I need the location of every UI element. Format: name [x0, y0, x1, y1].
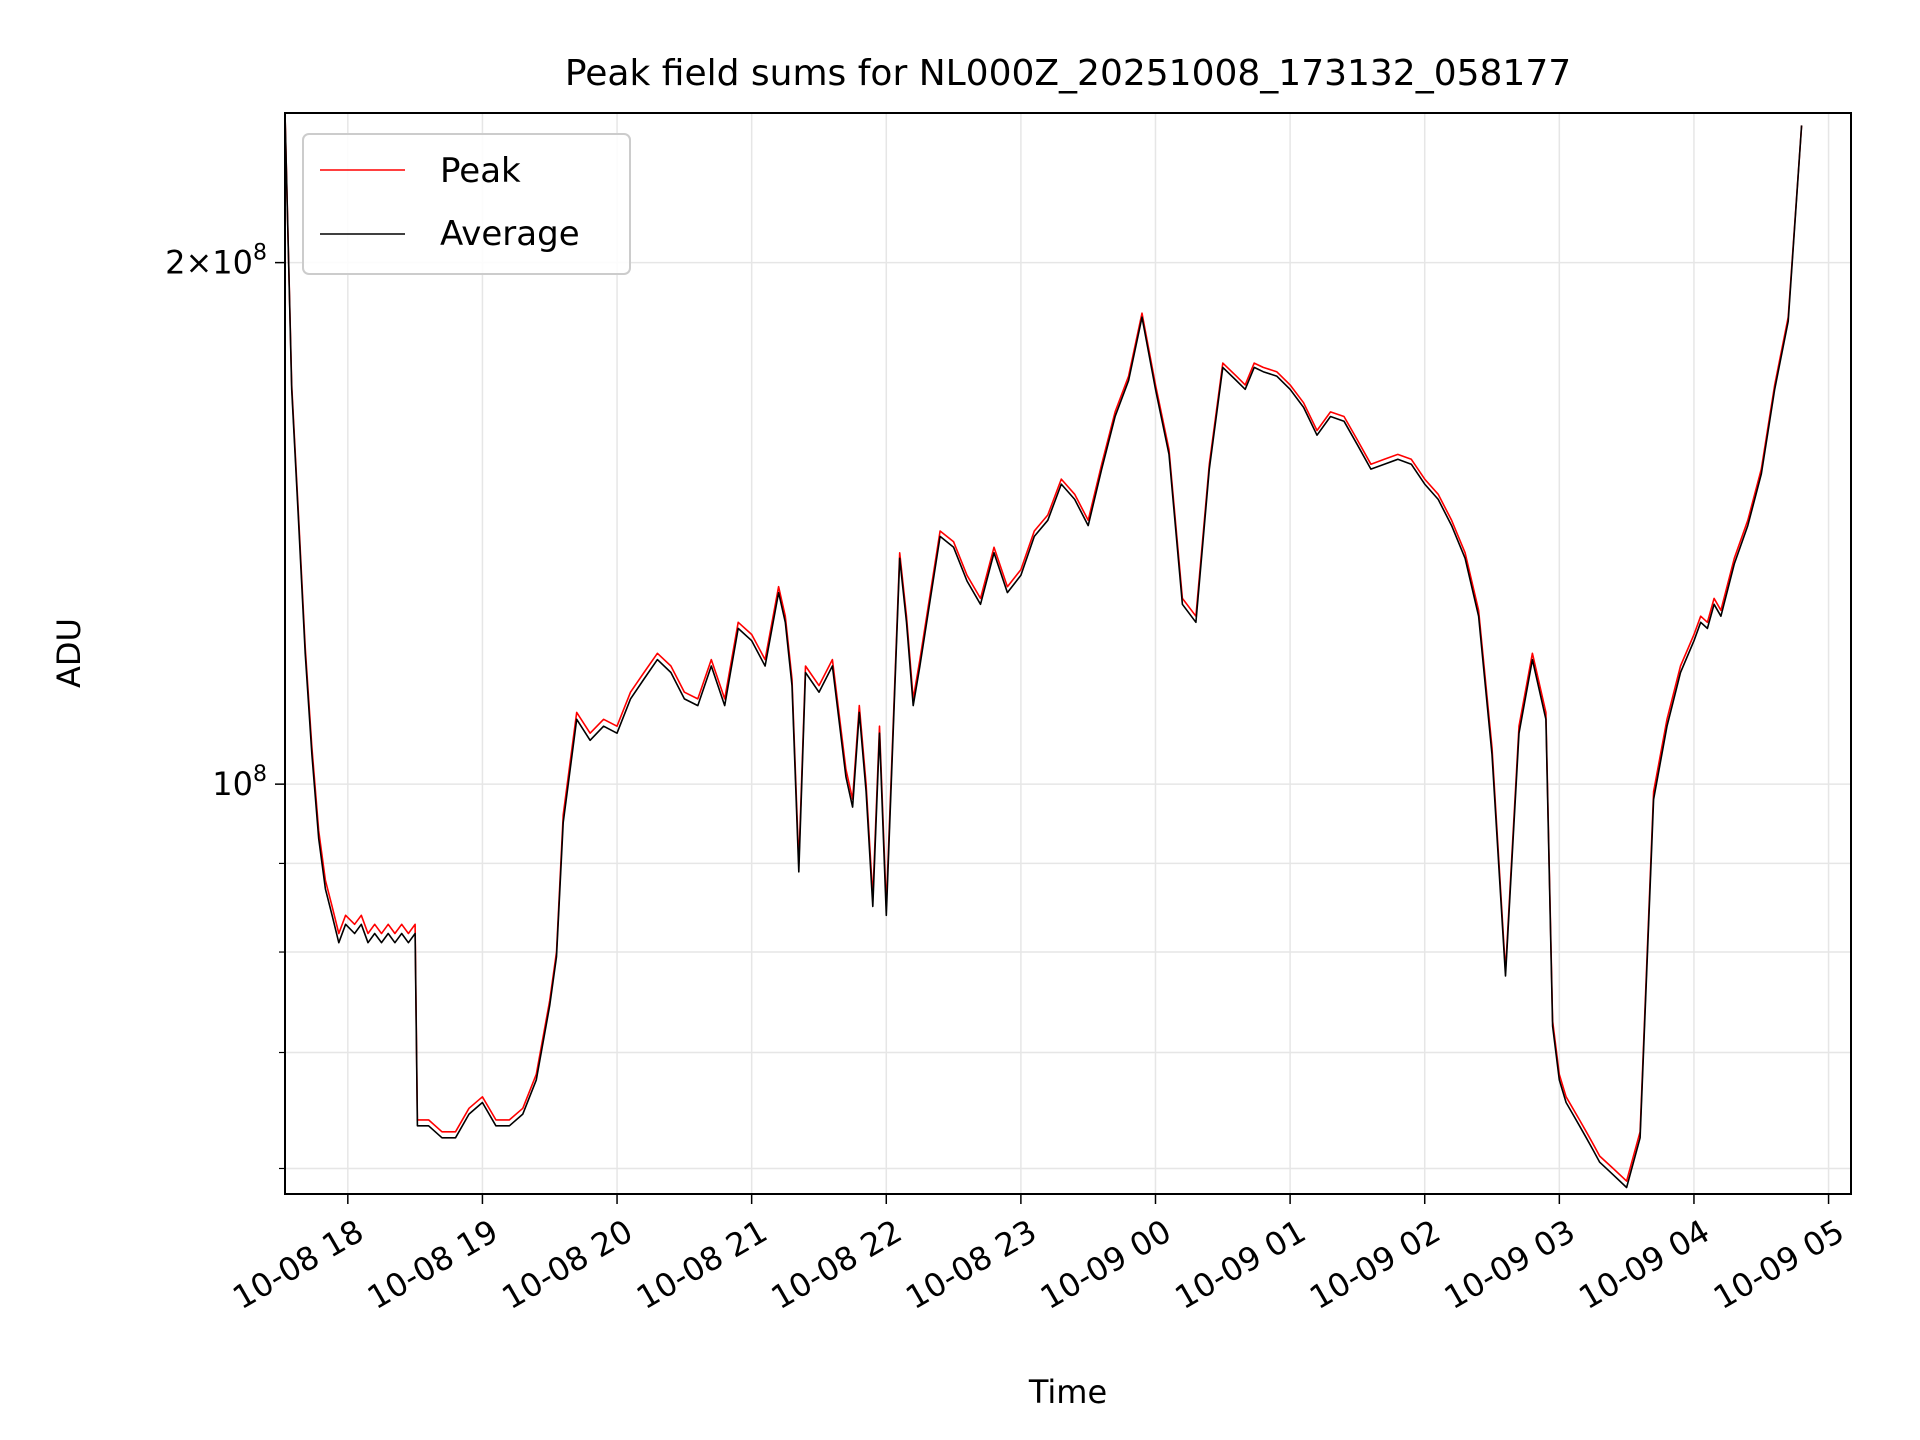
legend-label-average: Average — [440, 214, 580, 254]
series-layer — [285, 113, 1803, 1189]
x-axis-label: Time — [1028, 1373, 1107, 1411]
y-tick-label: 108 — [212, 762, 267, 803]
series-line-average — [285, 113, 1803, 1189]
y-axis-label: ADU — [50, 618, 88, 688]
y-axis: 108 2×108 — [165, 241, 285, 1170]
legend-box — [302, 133, 631, 275]
chart-title: Peak field sums for NL000Z_20251008_1731… — [565, 53, 1571, 94]
plot-frame — [284, 112, 1852, 1195]
legend-label-peak: Peak — [440, 151, 521, 191]
y-tick-label: 2×108 — [165, 241, 267, 282]
grid — [285, 113, 1851, 1194]
legend: Peak Average — [302, 133, 631, 275]
